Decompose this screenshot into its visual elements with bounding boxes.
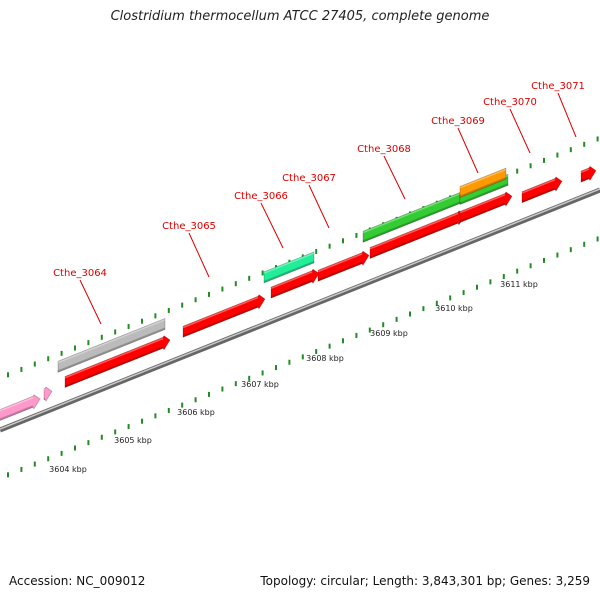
scale-label: 3611 kbp	[500, 280, 538, 289]
gene-highlight	[57, 319, 166, 364]
gene-label-leader	[188, 232, 210, 278]
gene-highlight	[580, 168, 590, 173]
gene-label: Cthe_3070	[483, 97, 537, 108]
gene-highlight	[0, 396, 34, 412]
gene-shadow	[317, 261, 363, 282]
gene-label: Cthe_3066	[234, 191, 288, 202]
gene-orange	[459, 167, 507, 199]
gene-highlight	[270, 271, 313, 289]
accession-text: Accession: NC_009012	[9, 574, 146, 588]
gene-label: Cthe_3071	[531, 81, 585, 92]
gene-pink-small	[43, 386, 53, 402]
gene-highlight	[459, 194, 506, 214]
gene-shadow	[459, 183, 509, 205]
backbone-highlight	[0, 188, 600, 430]
scale-label: 3608 kbp	[306, 354, 344, 363]
gene-label-leader	[79, 279, 102, 325]
gene-label: Cthe_3068	[357, 144, 411, 155]
scale-label-layer: 3604 kbp 3605 kbp 3606 kbp 3607 kbp 3608 kbp…	[49, 280, 538, 474]
gene-pink	[0, 394, 41, 421]
gene-shadow	[57, 327, 166, 373]
gene-red	[459, 191, 513, 224]
backbone-line	[0, 187, 600, 433]
gene-highlight	[362, 193, 461, 234]
gene-shadow	[182, 305, 259, 338]
gene-features	[0, 165, 597, 421]
gene-red	[182, 294, 266, 338]
scale-label: 3605 kbp	[114, 436, 152, 445]
scale-label: 3610 kbp	[435, 304, 473, 313]
gene-highlight	[263, 252, 315, 274]
gene-shadow	[0, 405, 34, 421]
gene-highlight	[369, 212, 459, 250]
gene-shadow	[459, 177, 507, 198]
gene-label-leader	[557, 92, 577, 138]
gene-red	[270, 268, 320, 299]
gene-label-leader	[457, 127, 479, 174]
gene-shadow	[369, 221, 459, 259]
gene-label: Cthe_3065	[162, 221, 216, 232]
gene-gray	[57, 317, 166, 373]
gene-shadow	[459, 202, 506, 223]
gene-red	[64, 335, 171, 389]
gene-label: Cthe_3069	[431, 116, 485, 127]
gene-label-leader	[260, 202, 284, 249]
scale-label: 3606 kbp	[177, 408, 215, 417]
gene-label: Cthe_3064	[53, 268, 107, 279]
scale-label: 3607 kbp	[241, 380, 279, 389]
scale-label: 3609 kbp	[370, 329, 408, 338]
genome-stats-text: Topology: circular; Length: 3,843,301 bp…	[260, 574, 590, 588]
gene-highlight	[459, 168, 507, 189]
gene-teal	[263, 251, 315, 284]
scale-label: 3604 kbp	[49, 465, 87, 474]
gene-shadow	[270, 279, 313, 299]
gene-red-small	[580, 165, 597, 183]
gene-label-leader	[383, 155, 406, 200]
gene-highlight	[317, 253, 363, 273]
gene-label-leader	[308, 184, 330, 229]
gene-highlight	[64, 337, 164, 379]
gene-highlight	[521, 179, 556, 194]
gene-shadow	[580, 176, 590, 183]
gene-highlight	[182, 296, 259, 329]
gene-shadow	[263, 260, 315, 283]
gene-label: Cthe_3067	[282, 173, 336, 184]
genome-backbone	[0, 187, 600, 433]
inner-tick-track	[7, 236, 599, 478]
gene-red	[521, 176, 563, 204]
gene-label-layer: Cthe_3064 Cthe_3065 Cthe_3066 Cthe_3067 Cthe…	[53, 81, 585, 325]
gene-label-leader	[509, 108, 531, 154]
gene-red	[317, 250, 370, 282]
gene-shadow	[64, 346, 164, 388]
gene-shadow	[362, 201, 461, 243]
gene-shadow	[521, 187, 556, 203]
map-title: Clostridium thermocellum ATCC 27405, com…	[110, 9, 490, 24]
